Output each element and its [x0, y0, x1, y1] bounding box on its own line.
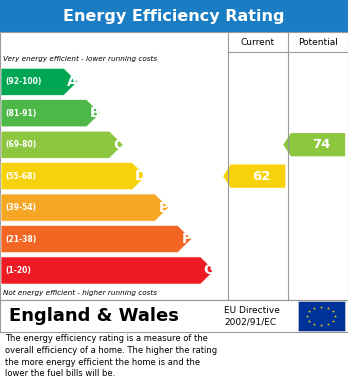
Text: F: F — [182, 232, 191, 246]
Bar — [0, 0, 348, 32]
Text: EU Directive: EU Directive — [224, 306, 280, 315]
Polygon shape — [223, 165, 285, 188]
Text: E: E — [159, 201, 168, 215]
Text: C: C — [113, 138, 123, 152]
Text: 2002/91/EC: 2002/91/EC — [224, 317, 277, 326]
Text: D: D — [135, 169, 147, 183]
Text: (1-20): (1-20) — [5, 266, 31, 275]
Polygon shape — [283, 133, 345, 156]
Text: Energy Efficiency Rating: Energy Efficiency Rating — [63, 9, 285, 23]
Text: A: A — [67, 75, 78, 89]
Text: 74: 74 — [312, 138, 330, 151]
Text: (69-80): (69-80) — [5, 140, 37, 149]
Bar — [298, 301, 345, 331]
Polygon shape — [1, 226, 191, 253]
Text: (21-38): (21-38) — [5, 235, 37, 244]
Text: Not energy efficient - higher running costs: Not energy efficient - higher running co… — [3, 290, 157, 296]
Polygon shape — [1, 100, 100, 127]
Polygon shape — [1, 131, 123, 158]
Text: G: G — [203, 264, 215, 278]
Polygon shape — [1, 163, 146, 190]
Text: (39-54): (39-54) — [5, 203, 36, 212]
Text: (81-91): (81-91) — [5, 109, 37, 118]
Bar — [0, 32, 348, 300]
Text: (55-68): (55-68) — [5, 172, 36, 181]
Polygon shape — [1, 257, 214, 284]
Text: The energy efficiency rating is a measure of the
overall efficiency of a home. T: The energy efficiency rating is a measur… — [5, 334, 218, 378]
Bar — [0, 300, 348, 332]
Text: England & Wales: England & Wales — [9, 307, 179, 325]
Text: Very energy efficient - lower running costs: Very energy efficient - lower running co… — [3, 56, 157, 63]
Text: (92-100): (92-100) — [5, 77, 42, 86]
Text: 62: 62 — [252, 170, 270, 183]
Text: Potential: Potential — [298, 38, 338, 47]
Text: Current: Current — [241, 38, 275, 47]
Text: B: B — [90, 106, 101, 120]
Polygon shape — [1, 194, 169, 221]
Polygon shape — [1, 68, 78, 95]
